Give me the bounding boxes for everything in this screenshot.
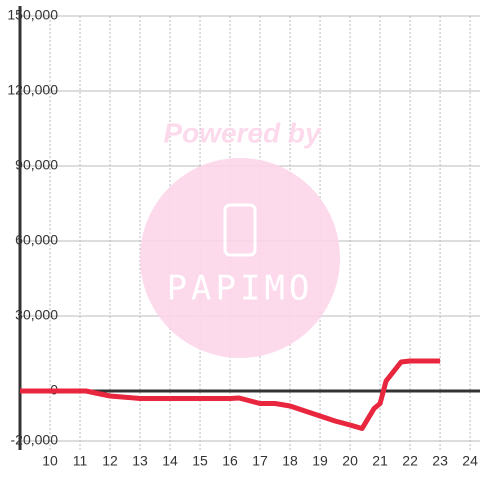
x-tick-label: 22 bbox=[402, 453, 418, 469]
y-tick-label: -20,000 bbox=[11, 432, 59, 448]
x-tick-label: 18 bbox=[282, 453, 298, 469]
y-tick-label: 150,000 bbox=[7, 7, 58, 23]
x-tick-label: 10 bbox=[42, 453, 58, 469]
watermark-text: Powered by bbox=[163, 117, 322, 148]
x-tick-label: 17 bbox=[252, 453, 268, 469]
watermark-circle bbox=[140, 158, 340, 358]
x-tick-label: 16 bbox=[222, 453, 238, 469]
x-tick-label: 11 bbox=[73, 453, 88, 469]
x-tick-label: 12 bbox=[102, 453, 118, 469]
x-tick-label: 13 bbox=[132, 453, 148, 469]
watermark: Powered by PAPIMO bbox=[140, 117, 340, 358]
line bbox=[20, 358, 441, 431]
x-tick-label: 24 bbox=[462, 453, 478, 469]
x-tick-label: 15 bbox=[192, 453, 208, 469]
x-tick-label: 21 bbox=[372, 453, 388, 469]
x-tick-label: 19 bbox=[312, 453, 328, 469]
x-tick-label: 20 bbox=[342, 453, 358, 469]
y-tick-label: 60,000 bbox=[15, 232, 58, 248]
x-tick-label: 23 bbox=[432, 453, 448, 469]
y-tick-label: 90,000 bbox=[15, 157, 58, 173]
watermark-logo: PAPIMO bbox=[167, 269, 314, 309]
y-tick-label: 30,000 bbox=[15, 307, 58, 323]
x-tick-label: 14 bbox=[162, 453, 178, 469]
watermark-icon bbox=[223, 203, 257, 257]
y-tick-label: 120,000 bbox=[7, 82, 58, 98]
